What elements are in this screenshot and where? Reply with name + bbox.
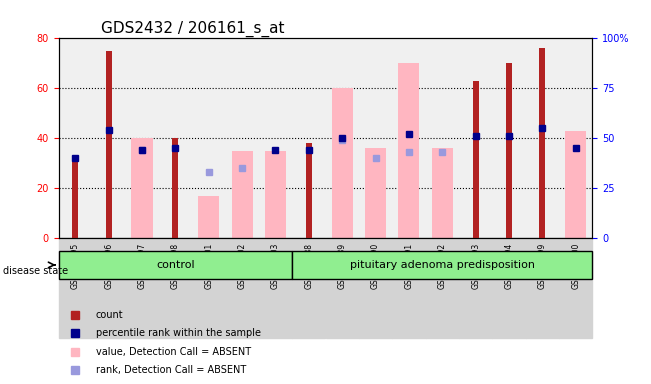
Bar bbox=[72, 161, 78, 238]
Bar bbox=[258, 238, 292, 338]
Bar bbox=[559, 238, 592, 338]
Text: value, Detection Call = ABSENT: value, Detection Call = ABSENT bbox=[96, 347, 251, 357]
Bar bbox=[506, 63, 512, 238]
FancyBboxPatch shape bbox=[59, 251, 292, 279]
Bar bbox=[232, 151, 253, 238]
Bar bbox=[473, 81, 478, 238]
Text: percentile rank within the sample: percentile rank within the sample bbox=[96, 328, 261, 338]
Text: GDS2432 / 206161_s_at: GDS2432 / 206161_s_at bbox=[102, 21, 284, 37]
Text: pituitary adenoma predisposition: pituitary adenoma predisposition bbox=[350, 260, 534, 270]
Bar bbox=[331, 88, 353, 238]
Bar bbox=[326, 238, 359, 338]
Bar bbox=[173, 138, 178, 238]
Bar bbox=[125, 238, 159, 338]
Bar bbox=[292, 238, 326, 338]
Bar bbox=[159, 238, 192, 338]
Bar bbox=[198, 195, 219, 238]
Bar bbox=[265, 151, 286, 238]
Bar bbox=[459, 238, 492, 338]
FancyBboxPatch shape bbox=[292, 251, 592, 279]
Bar bbox=[540, 48, 546, 238]
Bar bbox=[426, 238, 459, 338]
Bar bbox=[398, 63, 419, 238]
Bar bbox=[225, 238, 258, 338]
Text: rank, Detection Call = ABSENT: rank, Detection Call = ABSENT bbox=[96, 366, 246, 376]
Bar bbox=[565, 131, 587, 238]
Bar bbox=[525, 238, 559, 338]
Text: count: count bbox=[96, 310, 124, 320]
Bar bbox=[59, 238, 92, 338]
Bar bbox=[365, 148, 386, 238]
Bar bbox=[359, 238, 392, 338]
Bar bbox=[432, 148, 453, 238]
Bar bbox=[105, 51, 111, 238]
Bar bbox=[192, 238, 225, 338]
Bar bbox=[492, 238, 525, 338]
Bar bbox=[392, 238, 426, 338]
Text: disease state: disease state bbox=[3, 266, 68, 276]
Bar bbox=[306, 143, 312, 238]
Bar bbox=[92, 238, 125, 338]
Text: control: control bbox=[156, 260, 195, 270]
Bar bbox=[132, 138, 152, 238]
